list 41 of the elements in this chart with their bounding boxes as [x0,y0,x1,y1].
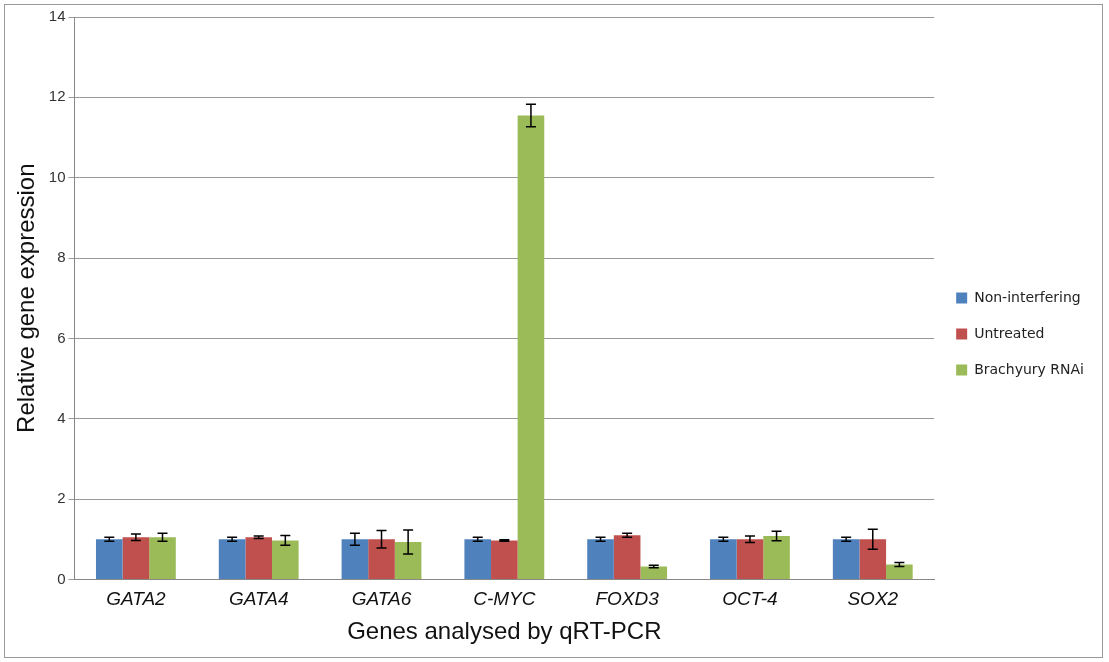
x-tick-label: GATA6 [351,588,412,610]
bar [464,539,492,579]
legend-label: Non-interfering [974,288,1081,305]
x-tick-label: GATA2 [106,588,167,610]
bar [491,540,518,579]
bar [710,539,737,579]
y-tick-label: 12 [48,87,66,105]
bar [859,539,887,579]
bar [122,537,150,579]
bar [341,539,369,579]
bar [272,540,299,579]
x-tick-label: GATA4 [228,588,289,610]
bar [517,115,545,579]
bar [886,564,913,579]
y-tick-label: 10 [48,167,66,185]
legend-label: Brachyury RNAi [974,360,1084,377]
x-tick-label: FOXD3 [595,588,660,610]
x-axis-title: Genes analysed by qRT-PCR [347,617,662,645]
y-tick-label: 6 [57,328,66,346]
bar [736,539,764,579]
bar [613,535,641,579]
x-tick-label: C-MYC [473,588,536,610]
x-tick-label: OCT-4 [722,588,778,610]
y-tick-label: 2 [57,489,66,507]
y-tick-label: 14 [48,7,66,25]
bar [640,566,668,579]
x-tick-label: SOX2 [847,588,899,610]
bar [587,539,614,579]
y-tick-label: 4 [57,408,66,426]
bar [394,542,422,579]
y-tick-label: 8 [57,248,66,266]
bar [832,539,860,579]
y-tick-label: 0 [57,569,66,587]
bar [218,539,246,579]
bar [763,536,790,579]
bar [149,537,176,579]
bar [245,537,273,579]
y-axis-title: Relative gene expression [12,163,40,433]
bar [368,539,395,579]
bar [95,539,123,579]
legend-label: Untreated [974,324,1045,341]
